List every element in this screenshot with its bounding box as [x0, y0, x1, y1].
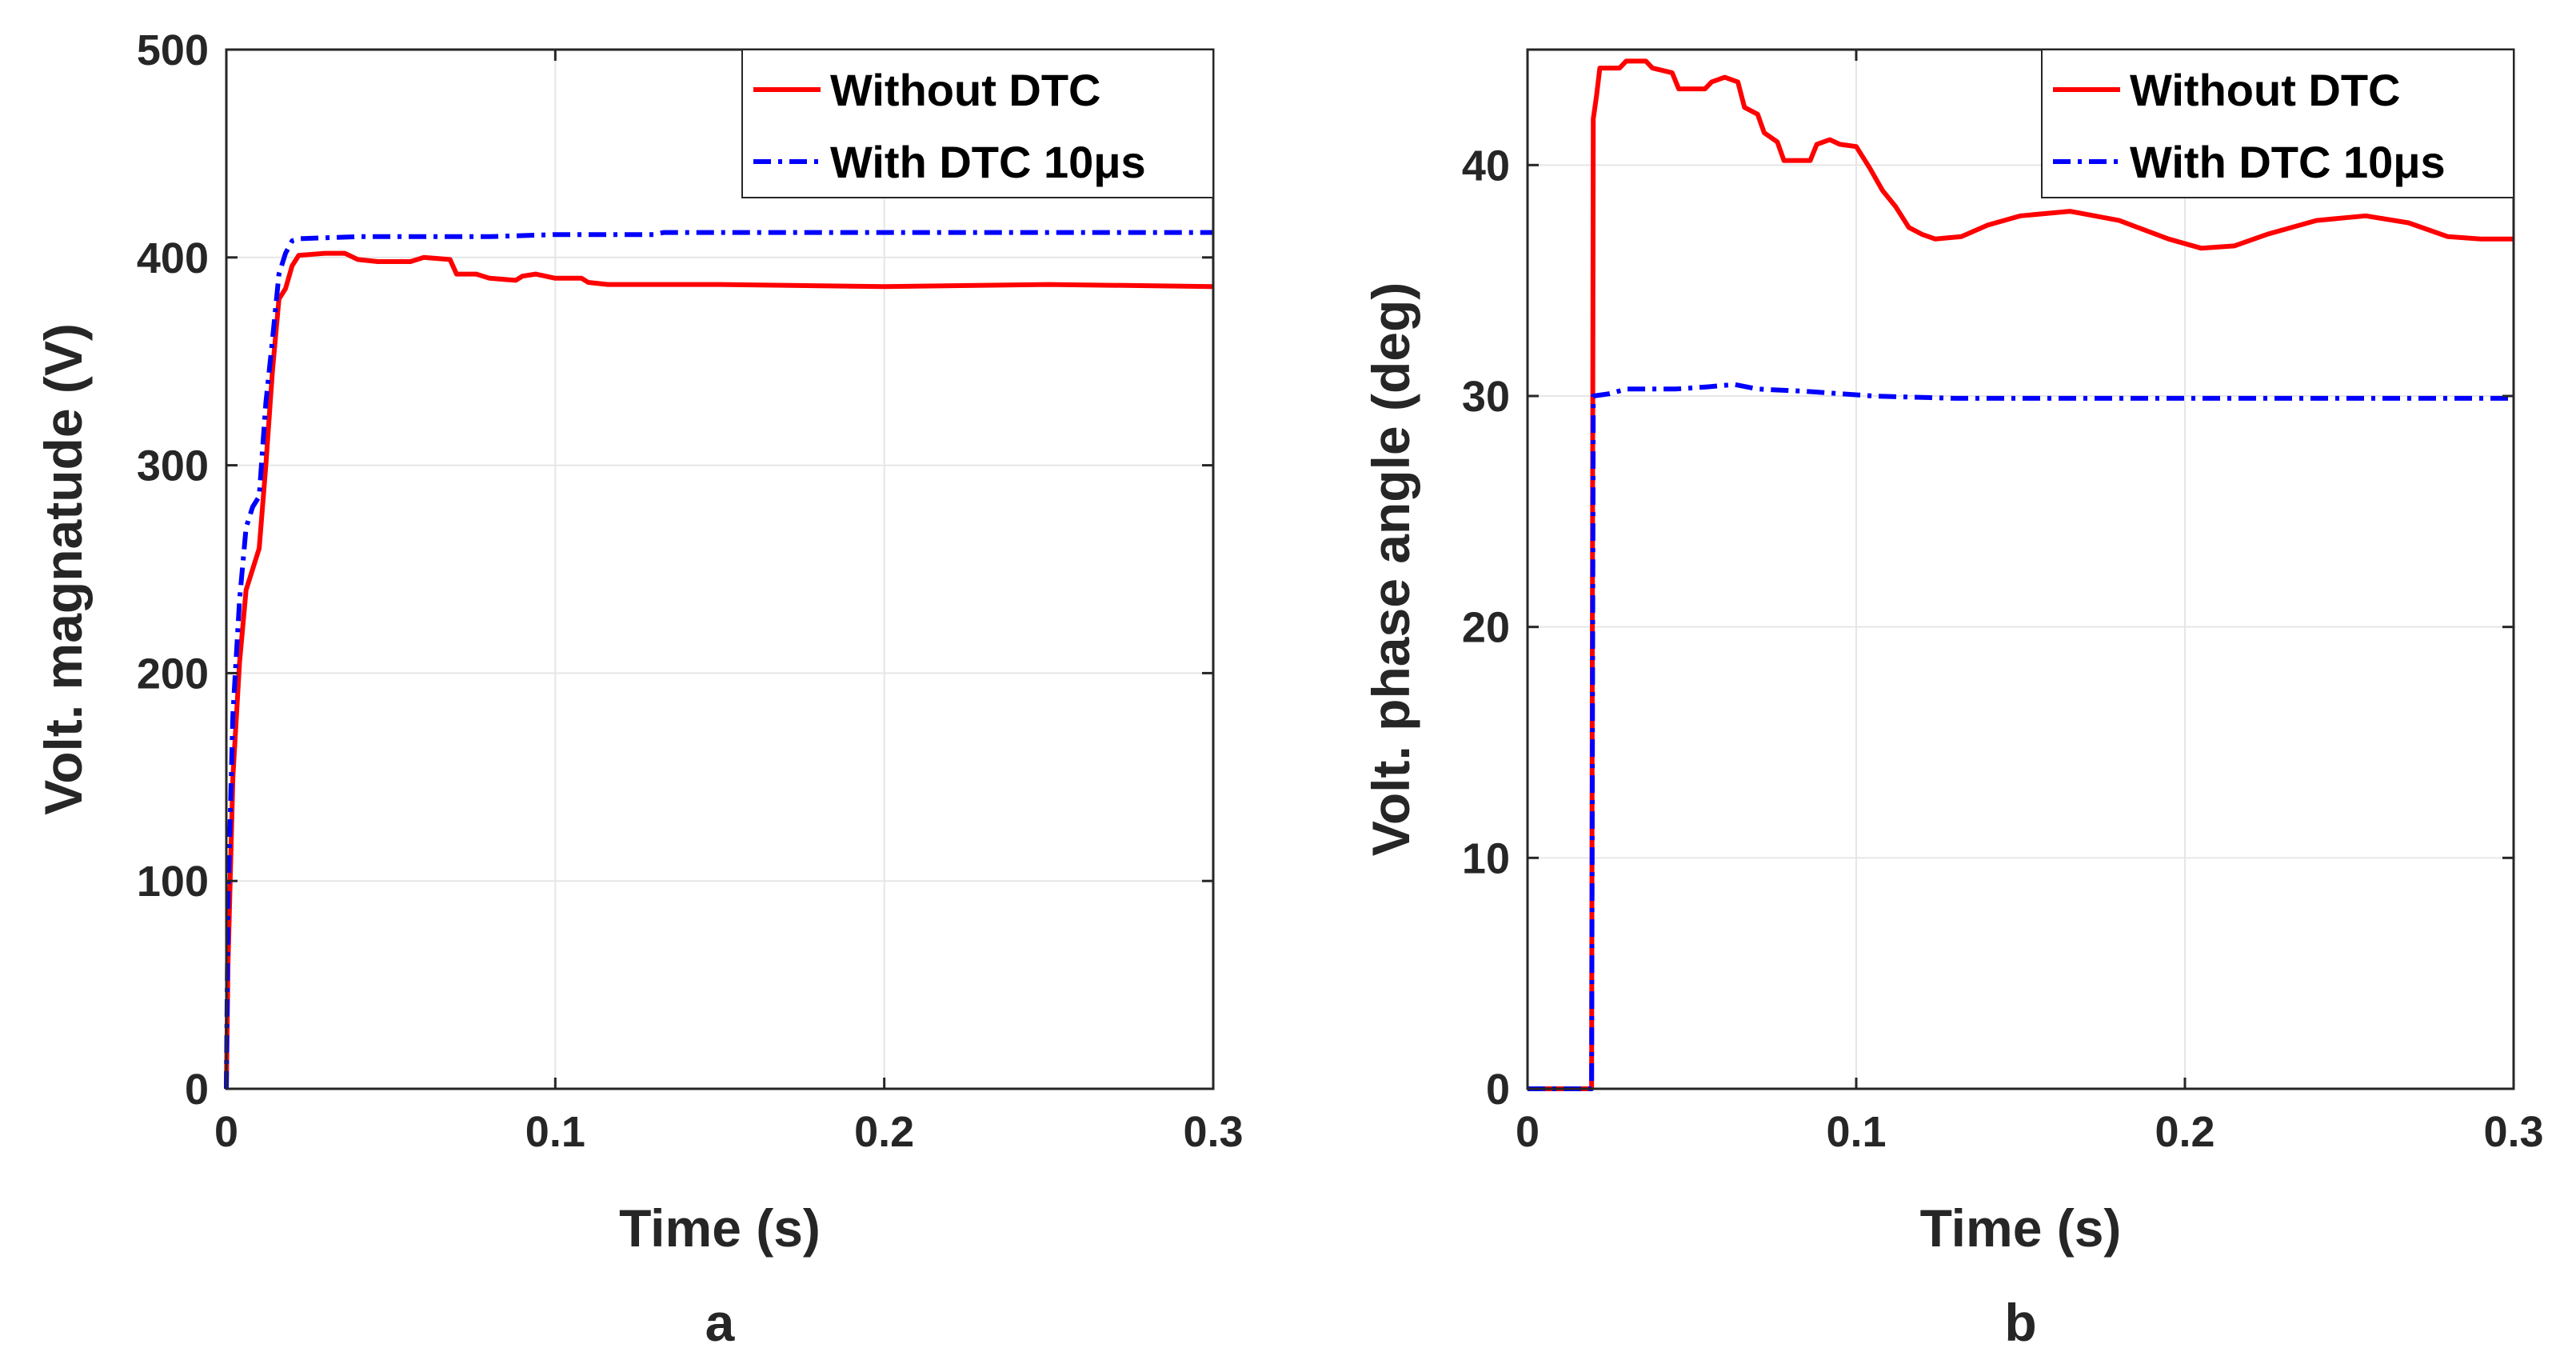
axes-box [225, 48, 1215, 1090]
x-axis-label: Time (s) [619, 1198, 821, 1258]
legend-label-without-dtc: Without DTC [830, 65, 1101, 115]
legend-label-without-dtc: Without DTC [2130, 65, 2401, 115]
x-tick-label: 0.3 [1183, 1108, 1243, 1156]
panel-label: a [705, 1293, 736, 1352]
y-axis-label: Volt. phase angle (deg) [1361, 282, 1420, 857]
plot-area [1528, 50, 2514, 1089]
legend-label-with-dtc: With DTC 10μs [2130, 137, 2446, 187]
y-tick-label: 300 [137, 442, 209, 490]
axes-box [1526, 48, 2515, 1090]
y-axis-label: Volt. magnatude (V) [34, 323, 93, 815]
y-tick-label: 200 [137, 650, 209, 698]
y-tick-label: 10 [1462, 834, 1510, 882]
series-line-without-dtc [224, 250, 1214, 1090]
x-axis-label: Time (s) [1920, 1198, 2122, 1258]
legend-label-with-dtc: With DTC 10μs [830, 137, 1146, 187]
y-tick-label: 0 [1486, 1066, 1510, 1114]
x-tick-label: 0.1 [525, 1108, 585, 1156]
x-tick-label: 0.1 [1826, 1108, 1886, 1156]
panel-b-voltage-phase-angle: 0 0.1 0.2 0.3 0 10 20 30 40 Time (s) Volt. phase a… [1361, 48, 2544, 1352]
y-tick-label: 0 [185, 1066, 209, 1114]
y-tick-label: 400 [137, 234, 209, 282]
x-tick-label: 0 [214, 1108, 238, 1156]
x-tick-label: 0.3 [2483, 1108, 2543, 1156]
series-line-without-dtc [1528, 58, 2514, 1091]
plot-area [226, 50, 1213, 1089]
x-tick-label: 0.2 [2155, 1108, 2215, 1156]
x-tick-label: 0.2 [854, 1108, 914, 1156]
panel-label: b [2004, 1293, 2036, 1352]
panel-a-voltage-magnitude: 0 0.1 0.2 0.3 0 100 200 300 400 500 Time (s) Volt. … [34, 26, 1244, 1352]
series-line-with-dtc [224, 230, 1213, 1090]
y-tick-label: 30 [1462, 373, 1510, 421]
legend-box [2041, 49, 2514, 198]
series-line-with-dtc [1528, 382, 2514, 1091]
y-tick-label: 100 [137, 858, 209, 906]
y-tick-label: 20 [1462, 604, 1510, 652]
y-tick-label: 500 [137, 26, 209, 74]
x-tick-label: 0 [1516, 1108, 1540, 1156]
legend-box [741, 49, 1214, 198]
y-tick-label: 40 [1462, 142, 1510, 190]
